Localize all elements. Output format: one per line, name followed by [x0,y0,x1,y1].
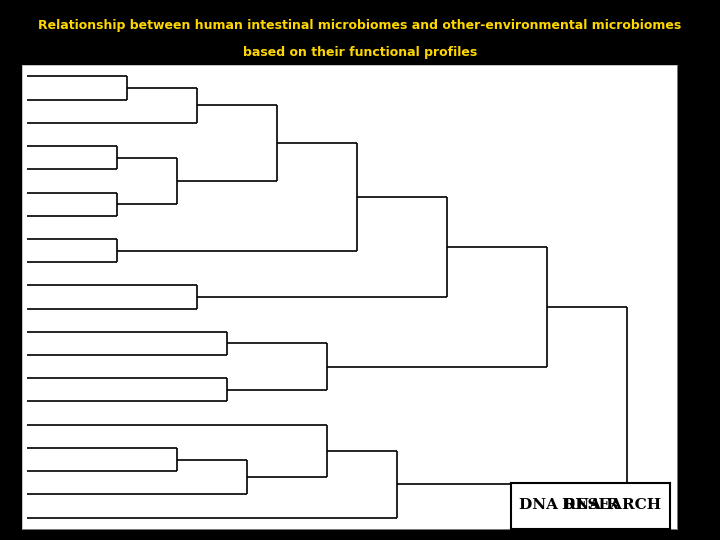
Text: DNA RESEARCH: DNA RESEARCH [519,498,662,512]
Text: DNA R: DNA R [562,498,618,512]
Text: Relationship between human intestinal microbiomes and other-environmental microb: Relationship between human intestinal mi… [38,19,682,32]
Text: based on their functional profiles: based on their functional profiles [243,46,477,59]
